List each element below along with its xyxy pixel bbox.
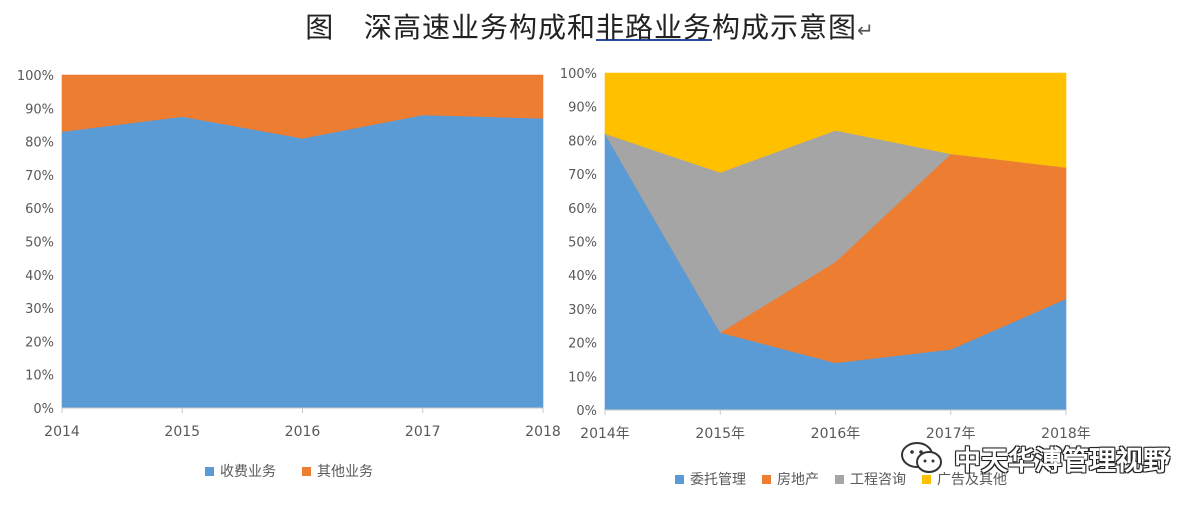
legend-1: 委托管理 房地产 工程咨询 广告及其他 bbox=[675, 472, 1007, 488]
legend-label-1-0: 委托管理 bbox=[690, 472, 746, 488]
legend-label-1-2: 工程咨询 bbox=[850, 472, 906, 488]
y-tick-label-0-1: 10% bbox=[25, 369, 54, 384]
non-road-business-chart: 0% 10% 20% 30% 40% 50% 60% 70% 80% 90% 100% 2014年 20… bbox=[560, 67, 1091, 488]
legend-swatch-1-3 bbox=[922, 475, 931, 484]
x-tick-label-1-3: 2017年 bbox=[926, 426, 976, 442]
legend-label-1-1: 房地产 bbox=[777, 472, 819, 488]
legend-0: 收费业务 其他业务 bbox=[205, 464, 373, 480]
legend-swatch-1-1 bbox=[762, 475, 771, 484]
title-prefix: 图 bbox=[305, 11, 335, 44]
x-tick-label-1-1: 2015年 bbox=[695, 426, 745, 442]
business-composition-chart: 0% 10% 20% 30% 40% 50% 60% 70% 80% 90% 100% 2014 201… bbox=[17, 69, 561, 480]
y-tick-label-1-4: 40% bbox=[568, 269, 597, 284]
y-tick-label-0-10: 100% bbox=[17, 69, 54, 84]
legend-swatch-1-2 bbox=[835, 475, 844, 484]
area-series-1-3 bbox=[604, 72, 1067, 173]
watermark: 中天华溥管理视野 bbox=[900, 438, 1170, 478]
y-tick-label-1-8: 80% bbox=[568, 134, 597, 149]
x-tick-label-0-3: 2017 bbox=[405, 424, 441, 440]
y-tick-label-0-8: 80% bbox=[25, 136, 54, 151]
x-tick-label-0-2: 2016 bbox=[285, 424, 321, 440]
y-tick-label-0-3: 30% bbox=[25, 302, 54, 317]
x-tick-label-0-4: 2018 bbox=[525, 424, 561, 440]
area-series-0-0 bbox=[61, 114, 544, 409]
y-tick-label-1-2: 20% bbox=[568, 337, 597, 352]
y-tick-label-0-9: 90% bbox=[25, 102, 54, 117]
y-tick-label-0-7: 70% bbox=[25, 169, 54, 184]
watermark-text: 中天华溥管理视野 bbox=[954, 445, 1170, 477]
y-tick-label-1-10: 100% bbox=[560, 67, 597, 82]
y-tick-label-1-7: 70% bbox=[568, 168, 597, 183]
y-tick-label-0-4: 40% bbox=[25, 269, 54, 284]
legend-swatch-0-0 bbox=[205, 467, 214, 476]
area-series-0-1 bbox=[61, 74, 544, 139]
y-tick-label-0-2: 20% bbox=[25, 335, 54, 350]
y-tick-label-1-9: 90% bbox=[568, 101, 597, 116]
x-tick-label-1-0: 2014年 bbox=[580, 426, 630, 442]
wechat-logo-icon bbox=[901, 442, 942, 473]
y-tick-label-0-0: 0% bbox=[33, 402, 54, 417]
y-tick-label-1-6: 60% bbox=[568, 202, 597, 217]
legend-label-0-0: 收费业务 bbox=[220, 464, 276, 480]
x-tick-label-0-1: 2015 bbox=[164, 424, 200, 440]
title-part1: 深高速业务构成和 bbox=[363, 11, 596, 44]
legend-swatch-0-1 bbox=[302, 467, 311, 476]
title-part2: 非路业务 bbox=[595, 11, 712, 44]
return-mark: ↵ bbox=[857, 18, 875, 42]
y-tick-label-1-0: 0% bbox=[576, 404, 597, 419]
legend-label-0-1: 其他业务 bbox=[317, 464, 373, 480]
y-tick-label-0-6: 60% bbox=[25, 202, 54, 217]
legend-swatch-1-0 bbox=[675, 475, 684, 484]
y-tick-label-1-3: 30% bbox=[568, 303, 597, 318]
title-part3: 构成示意图 bbox=[711, 11, 857, 44]
x-tick-label-0-0: 2014 bbox=[44, 424, 80, 440]
y-tick-label-1-1: 10% bbox=[568, 370, 597, 385]
page-title: 图 深高速业务构成和非路业务构成示意图↵ bbox=[0, 6, 1180, 46]
x-tick-label-1-2: 2016年 bbox=[811, 426, 861, 442]
x-tick-label-1-4: 2018年 bbox=[1041, 426, 1091, 442]
y-tick-label-0-5: 50% bbox=[25, 236, 54, 251]
y-tick-label-1-5: 50% bbox=[568, 236, 597, 251]
legend-label-1-3: 广告及其他 bbox=[937, 472, 1007, 488]
